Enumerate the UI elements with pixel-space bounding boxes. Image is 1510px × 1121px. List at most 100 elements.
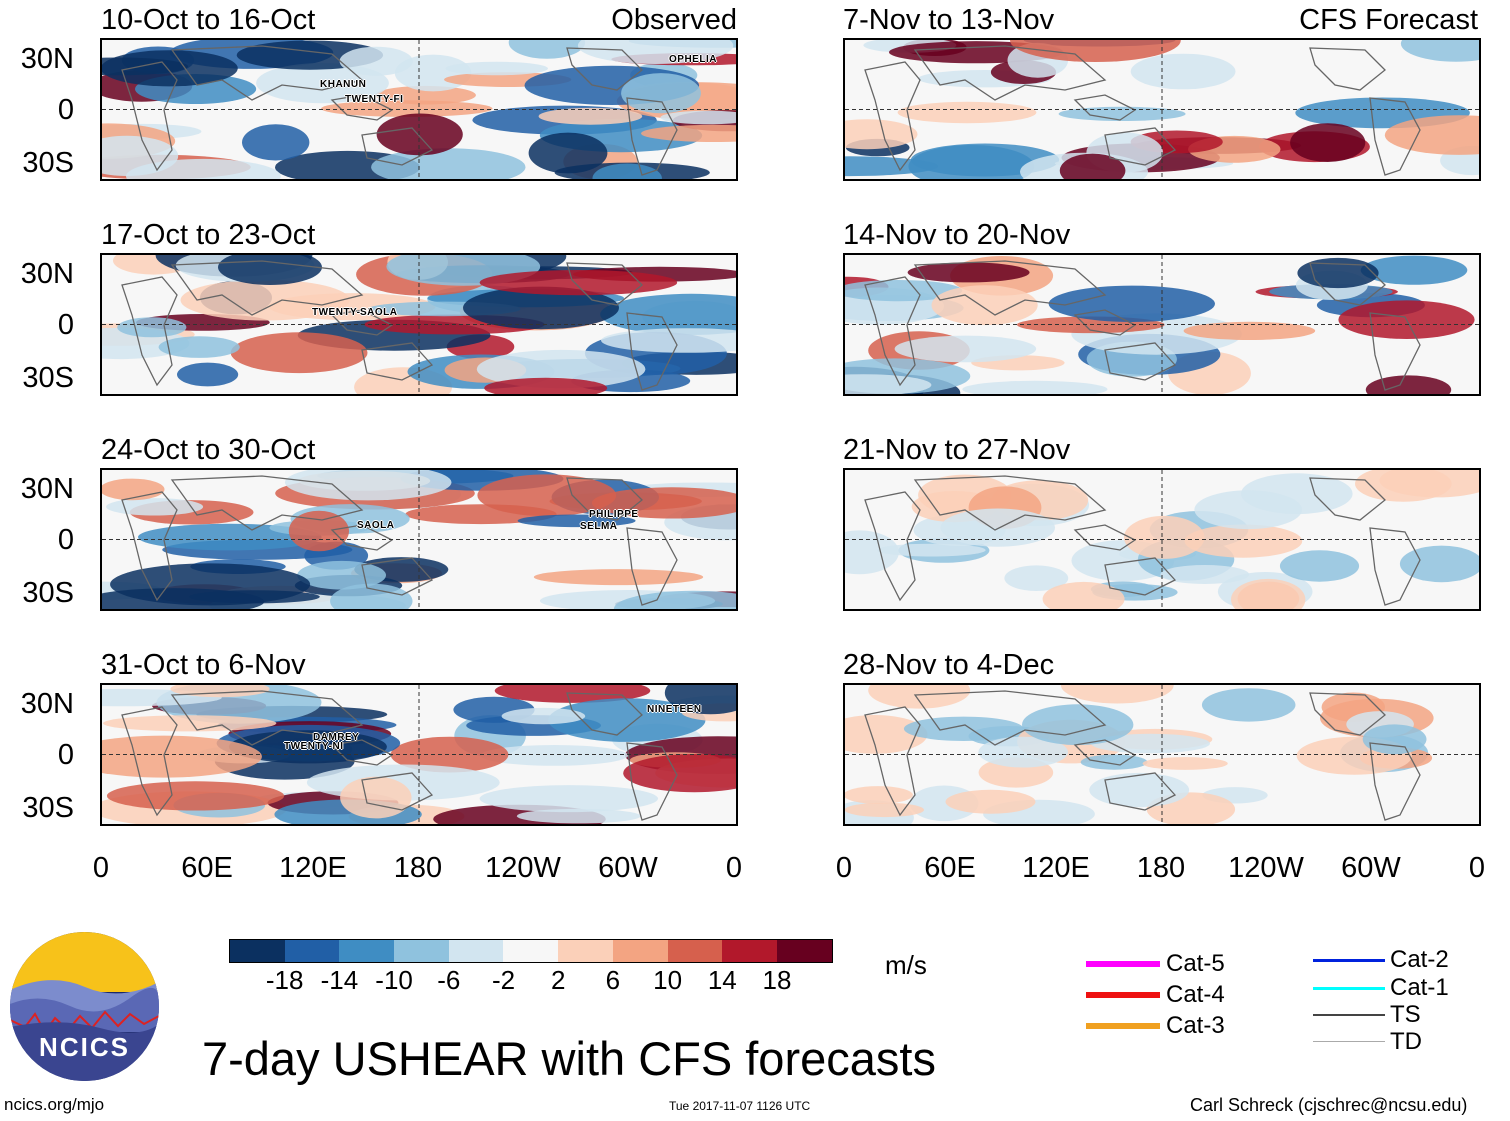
lat-label-30n: 30N bbox=[20, 43, 74, 75]
shear-shading bbox=[907, 262, 1030, 283]
shear-shading bbox=[1004, 565, 1069, 591]
colorbar-swatch bbox=[394, 940, 449, 962]
shear-shading bbox=[1048, 285, 1215, 322]
colorbar-swatch bbox=[667, 940, 723, 962]
coastline bbox=[566, 692, 643, 736]
shear-shading bbox=[102, 50, 238, 87]
forecast-label: CFS Forecast bbox=[1299, 4, 1478, 36]
lon-label-60e: 60E bbox=[181, 852, 233, 884]
footer-url[interactable]: ncics.org/mjo bbox=[4, 1095, 105, 1114]
shear-shading bbox=[1183, 321, 1316, 340]
shear-shading bbox=[621, 73, 701, 114]
coastline bbox=[1309, 47, 1386, 91]
shear-shading bbox=[1010, 40, 1181, 62]
shear-shading bbox=[117, 317, 187, 338]
colorbar-swatch bbox=[558, 940, 613, 962]
map-panel-5 bbox=[843, 38, 1481, 181]
lat-label-30n: 30N bbox=[20, 258, 74, 290]
shear-shading bbox=[903, 716, 1024, 741]
shear-shading bbox=[479, 270, 678, 296]
storm-label-selma: SELMA bbox=[580, 521, 618, 532]
legend-line-cat4 bbox=[1086, 992, 1160, 998]
shear-shading bbox=[321, 100, 493, 117]
shear-shading bbox=[1160, 565, 1250, 584]
shear-shading bbox=[1142, 757, 1228, 770]
coastline bbox=[913, 260, 1107, 316]
legend-cat2: Cat-2 bbox=[1390, 946, 1449, 973]
coastline bbox=[1104, 342, 1177, 381]
coastline bbox=[1073, 524, 1137, 551]
shear-shading bbox=[479, 785, 658, 813]
coastline bbox=[330, 309, 394, 336]
map-panel-7 bbox=[843, 468, 1481, 611]
shear-shading bbox=[664, 685, 736, 715]
shear-shading bbox=[297, 560, 386, 590]
colorbar-tick: 6 bbox=[605, 965, 621, 995]
shear-shading bbox=[218, 255, 322, 285]
shear-shading bbox=[177, 362, 239, 387]
map-panel-6 bbox=[843, 253, 1481, 396]
coastline bbox=[1369, 97, 1421, 176]
legend-line-td bbox=[1313, 1041, 1385, 1042]
coastline bbox=[864, 61, 921, 172]
shear-shading bbox=[376, 113, 463, 156]
shear-shading bbox=[940, 508, 1055, 547]
colorbar-units: m/s bbox=[885, 950, 927, 980]
colorbar-swatch bbox=[339, 940, 395, 962]
colorbar-swatch bbox=[776, 940, 832, 962]
coastline bbox=[121, 276, 178, 387]
logo-text: NCICS bbox=[39, 1032, 130, 1062]
legend-cat1: Cat-1 bbox=[1390, 974, 1449, 1001]
shear-shading bbox=[1290, 123, 1366, 162]
footer-credit: Carl Schreck (cjschrec@ncsu.edu) bbox=[1190, 1095, 1468, 1115]
shear-shading bbox=[1058, 106, 1186, 121]
lat-label-30s: 30S bbox=[22, 147, 74, 179]
lat-label-eq: 0 bbox=[57, 309, 74, 341]
shear-shading bbox=[538, 107, 643, 125]
colorbar-tick: 2 bbox=[550, 965, 566, 995]
shear-shading bbox=[845, 715, 928, 754]
shear-shading bbox=[103, 715, 277, 732]
shear-shading bbox=[1201, 688, 1296, 722]
coastline bbox=[913, 690, 1107, 746]
colorbar-tick: 18 bbox=[762, 965, 792, 995]
lat-label-eq: 0 bbox=[57, 739, 74, 771]
colorbar-tick: 14 bbox=[707, 965, 737, 995]
shear-shading bbox=[592, 163, 662, 179]
shear-shading bbox=[660, 110, 736, 125]
coastline bbox=[121, 61, 178, 172]
colorbar-swatch bbox=[503, 940, 559, 962]
shear-shading bbox=[106, 781, 285, 811]
shear-shading bbox=[897, 101, 1037, 124]
storm-label-saola: SAOLA bbox=[357, 520, 395, 531]
shear-shading bbox=[180, 279, 350, 321]
coastline bbox=[626, 97, 678, 176]
footer-timestamp: Tue 2017-11-07 1126 UTC bbox=[669, 1099, 811, 1113]
legend-cat5: Cat-5 bbox=[1166, 950, 1225, 977]
lon-label-120e: 120E bbox=[279, 852, 347, 884]
shear-shading bbox=[1194, 490, 1302, 530]
shear-shading bbox=[102, 478, 165, 501]
shear-shading bbox=[945, 789, 1036, 814]
shear-shading bbox=[477, 474, 617, 517]
coastline bbox=[330, 94, 394, 121]
legend-line-cat5 bbox=[1086, 961, 1160, 967]
coastline bbox=[1104, 557, 1177, 596]
coastline bbox=[1309, 262, 1386, 306]
shear-shading bbox=[1130, 53, 1236, 90]
lon-label-0: 0 bbox=[92, 852, 110, 884]
shear-shading bbox=[931, 285, 1038, 326]
lat-label-30s: 30S bbox=[22, 362, 74, 394]
coastline bbox=[170, 690, 364, 746]
coastline bbox=[1369, 527, 1421, 606]
colorbar-swatch bbox=[230, 940, 285, 962]
lat-label-eq: 0 bbox=[57, 524, 74, 556]
colorbar-swatch bbox=[448, 940, 504, 962]
colorbar-tick: -14 bbox=[320, 965, 359, 995]
coastline bbox=[913, 475, 1107, 531]
shear-shading bbox=[1042, 581, 1125, 609]
shear-shading bbox=[1400, 40, 1479, 62]
shear-shading bbox=[508, 40, 586, 59]
legend-td: TD bbox=[1390, 1028, 1422, 1055]
shear-shading bbox=[623, 754, 736, 793]
